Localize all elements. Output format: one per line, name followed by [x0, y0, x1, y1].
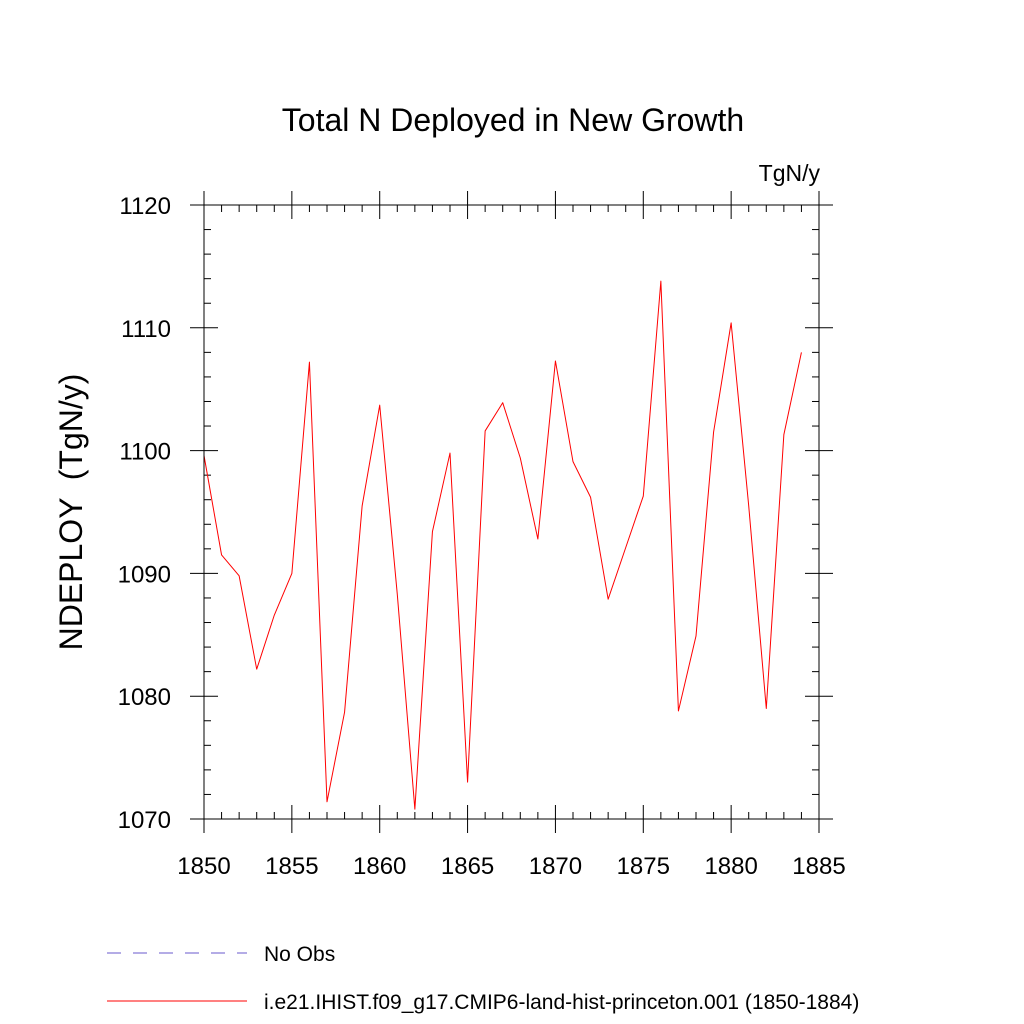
- y-tick-label: 1090: [118, 561, 171, 588]
- x-tick-label: 1875: [617, 853, 670, 880]
- x-tick-label: 1885: [792, 853, 845, 880]
- legend: No Obs i.e21.IHIST.f09_g17.CMIP6-land-hi…: [107, 943, 859, 1014]
- legend-label-no-obs: No Obs: [264, 943, 335, 966]
- tick-marks: [190, 191, 833, 833]
- x-tick-label: 1850: [177, 853, 230, 880]
- y-axis-label: NDEPLOY (TgN/y): [53, 374, 89, 651]
- y-tick-label: 1120: [119, 193, 171, 220]
- series-layer: [203, 280, 802, 810]
- legend-label-model: i.e21.IHIST.f09_g17.CMIP6-land-hist-prin…: [264, 991, 859, 1014]
- x-tick-label: 1880: [704, 853, 757, 880]
- chart-title: Total N Deployed in New Growth: [282, 102, 744, 138]
- plot-frame: [203, 204, 820, 820]
- y-tick-label: 1080: [118, 684, 171, 711]
- x-tick-label: 1855: [265, 853, 318, 880]
- y-tick-label: 1100: [119, 439, 171, 466]
- x-tick-label: 1860: [353, 853, 406, 880]
- series-line-0: [203, 280, 802, 810]
- x-tick-label: 1870: [529, 853, 582, 880]
- y-tick-label: 1110: [121, 316, 171, 343]
- units-label: TgN/y: [759, 160, 821, 186]
- x-tick-label: 1865: [441, 853, 494, 880]
- tick-labels: 1850 1855 1860 1865 1870 1875 1880 1885 1070 1080…: [118, 193, 846, 880]
- y-tick-label: 1070: [118, 807, 171, 834]
